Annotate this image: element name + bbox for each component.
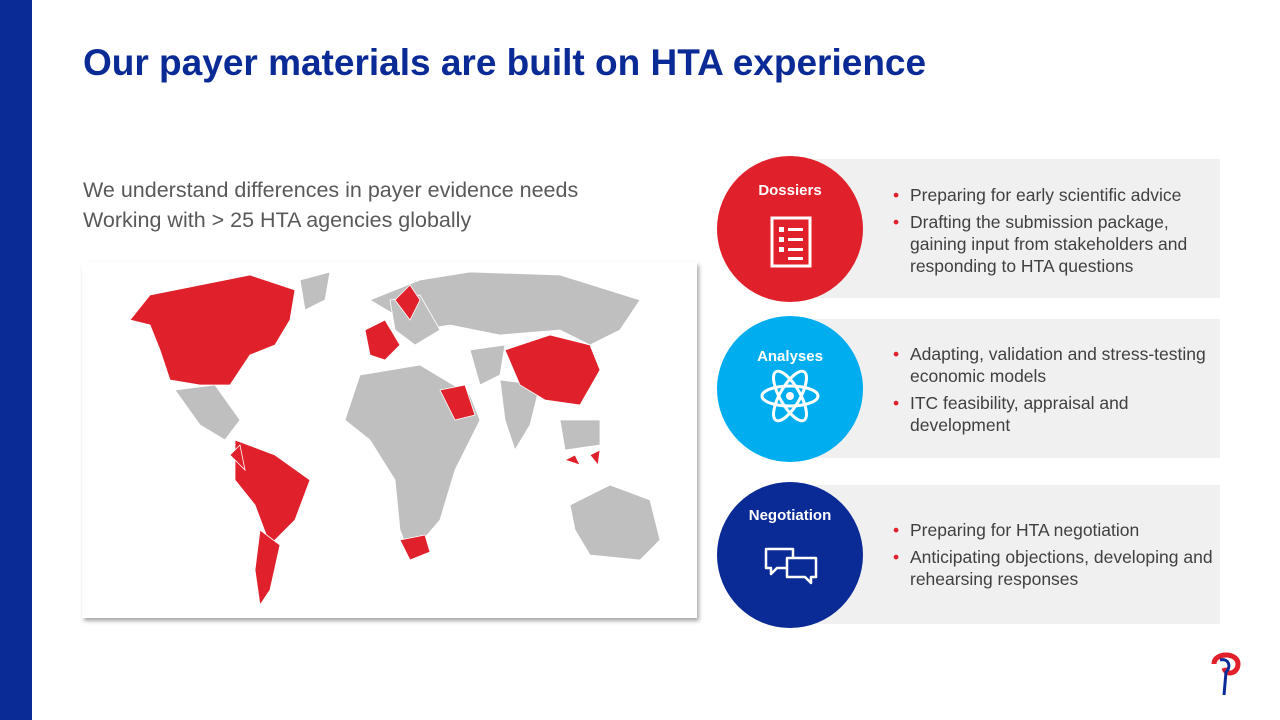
bullet-dot: • bbox=[893, 520, 900, 540]
bullet: • Adapting, validation and stress-testing… bbox=[893, 343, 1213, 387]
bullet-text: ITC feasibility, appraisal and developme… bbox=[910, 393, 1129, 435]
dossier-icon bbox=[770, 216, 812, 268]
card-label: Negotiation bbox=[748, 507, 832, 524]
analysis-icon bbox=[760, 369, 820, 423]
bullet-text: Anticipating objections, developing and … bbox=[910, 547, 1213, 589]
intro-line: Working with > 25 HTA agencies globally bbox=[83, 208, 472, 232]
world-map bbox=[82, 262, 697, 618]
bullet: • Preparing for early scientific advice bbox=[893, 184, 1213, 206]
card-circle bbox=[717, 156, 863, 302]
bullet-list: • Preparing for HTA negotiation • Anticipat… bbox=[893, 519, 1213, 595]
bullet-text: Preparing for early scientific advice bbox=[910, 185, 1182, 205]
card-circle bbox=[717, 316, 863, 462]
bullet: • Drafting the submission package, gainin… bbox=[893, 211, 1213, 277]
title: Our payer materials are built on HTA exp… bbox=[83, 42, 927, 83]
bullet: • ITC feasibility, appraisal and developm… bbox=[893, 392, 1213, 436]
card-circle bbox=[717, 482, 863, 628]
bullet-text: Drafting the submission package, gaining… bbox=[910, 212, 1188, 276]
negotiation-icon bbox=[764, 547, 818, 585]
bullet-list: • Adapting, validation and stress-testing… bbox=[893, 343, 1213, 441]
intro-line: We understand differences in payer evide… bbox=[83, 178, 579, 202]
bullet-text: Adapting, validation and stress-testing … bbox=[910, 344, 1206, 386]
bullet-dot: • bbox=[893, 344, 900, 364]
bullet: • Anticipating objections, developing and… bbox=[893, 546, 1213, 590]
side-bar bbox=[0, 0, 32, 720]
logo bbox=[1211, 652, 1241, 696]
bullet-dot: • bbox=[893, 547, 900, 567]
bullet-dot: • bbox=[893, 393, 900, 413]
bullet-text: Preparing for HTA negotiation bbox=[910, 520, 1140, 540]
bullet-dot: • bbox=[893, 212, 900, 232]
bullet: • Preparing for HTA negotiation bbox=[893, 519, 1213, 541]
bullet-dot: • bbox=[893, 185, 900, 205]
bullet-list: • Preparing for early scientific advice • D… bbox=[893, 184, 1213, 282]
map-drawing bbox=[129, 271, 661, 607]
card-label: Dossiers bbox=[758, 182, 822, 199]
card-label: Analyses bbox=[757, 348, 823, 365]
